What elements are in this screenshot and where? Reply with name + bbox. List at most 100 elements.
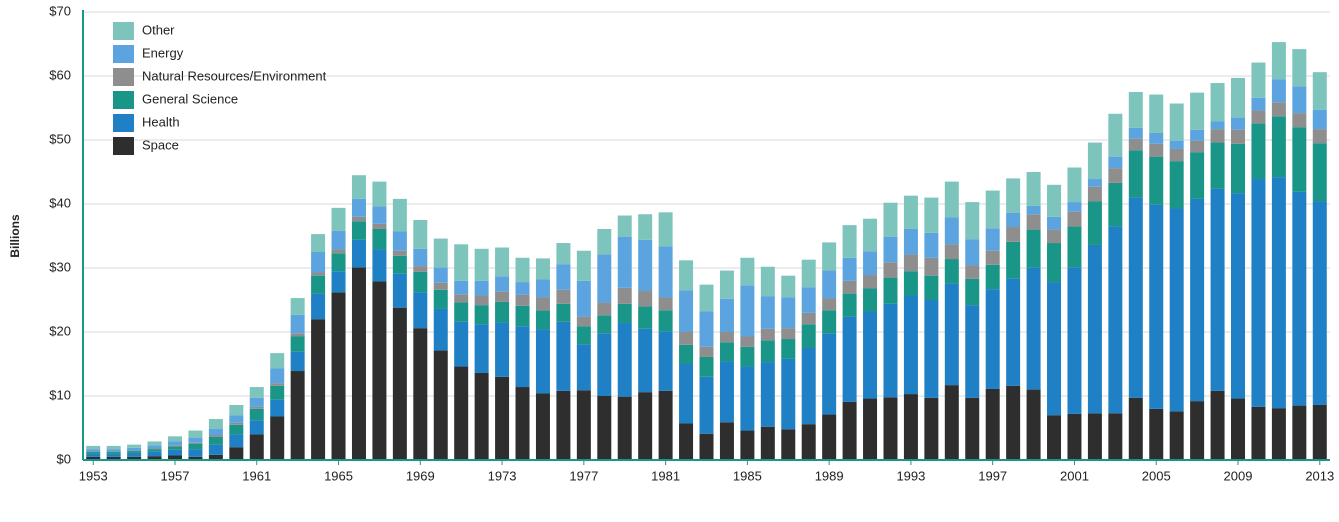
bar-segment (188, 442, 203, 444)
bar-segment (229, 404, 244, 416)
bar-segment (985, 228, 1000, 251)
bar-segment (822, 310, 837, 334)
bar-segment (944, 244, 959, 260)
bar-segment (515, 257, 530, 283)
bar-segment (433, 350, 448, 460)
bar-segment (1149, 94, 1164, 133)
bar-segment (1087, 201, 1102, 245)
bar-segment (719, 298, 734, 332)
bar-segment (229, 424, 244, 435)
bar-segment (474, 248, 489, 281)
bar-segment (883, 262, 898, 278)
bar-segment (740, 285, 755, 337)
bar-segment (863, 275, 878, 289)
bar-segment (454, 366, 469, 460)
bar-segment (249, 387, 264, 398)
bar-segment (515, 305, 530, 327)
bar-segment (372, 223, 387, 229)
legend-swatch (113, 137, 134, 155)
bar-segment (883, 202, 898, 237)
bar-segment (331, 292, 346, 460)
bar-segment (617, 323, 632, 397)
bar-segment (535, 393, 550, 460)
bar-segment (311, 252, 326, 273)
bar-segment (474, 305, 489, 325)
bar-segment (576, 280, 591, 317)
bar-segment (679, 423, 694, 460)
bar-segment (1169, 140, 1184, 149)
bar-segment (965, 265, 980, 279)
bar-segment (658, 297, 673, 311)
bar-segment (147, 449, 162, 452)
bar-segment (556, 390, 571, 460)
bar-segment (719, 422, 734, 460)
bar-segment (208, 436, 223, 445)
bar-segment (903, 254, 918, 272)
bar-segment (351, 221, 366, 240)
bar-segment (883, 303, 898, 398)
bar-segment (1169, 208, 1184, 412)
bar-segment (1231, 117, 1246, 130)
bar-segment (638, 214, 653, 240)
bar-segment (1047, 229, 1062, 244)
bar-segment (985, 190, 1000, 229)
bar-segment (781, 429, 796, 460)
legend-label: Energy (142, 45, 184, 60)
bar-segment (351, 198, 366, 217)
legend-swatch (113, 114, 134, 132)
bar-segment (965, 305, 980, 398)
bar-segment (1251, 62, 1266, 98)
bar-segment (1210, 83, 1225, 122)
bar-segment (249, 434, 264, 460)
bar-segment (1292, 49, 1307, 87)
bar-segment (106, 453, 121, 457)
bar-segment (1190, 92, 1205, 130)
bar-segment (801, 424, 816, 460)
bar-segment (1006, 385, 1021, 460)
bar-segment (474, 280, 489, 296)
bar-segment (1128, 138, 1143, 151)
bar-segment (617, 287, 632, 304)
bar-segment (944, 283, 959, 386)
bar-segment (658, 212, 673, 247)
bar-segment (781, 275, 796, 298)
bar-segment (127, 444, 142, 448)
bar-segment (433, 282, 448, 290)
bar-segment (1026, 214, 1041, 230)
bar-segment (229, 447, 244, 460)
bar-segment (801, 312, 816, 325)
bar-segment (249, 408, 264, 421)
bar-segment (1087, 142, 1102, 180)
bar-segment (454, 294, 469, 303)
bar-segment (229, 422, 244, 425)
bar-segment (229, 415, 244, 423)
bar-segment (1149, 143, 1164, 157)
bar-segment (515, 387, 530, 460)
bar-segment (1210, 142, 1225, 189)
bar-segment (842, 257, 857, 281)
bar-segment (822, 298, 837, 311)
bar-segment (883, 236, 898, 263)
bar-segment (1312, 404, 1327, 460)
bar-segment (556, 303, 571, 322)
bar-segment (903, 195, 918, 229)
bar-segment (883, 397, 898, 460)
bar-segment (658, 310, 673, 332)
bar-segment (454, 280, 469, 295)
bar-segment (188, 430, 203, 438)
bar-segment (658, 246, 673, 298)
bar-segment (495, 301, 510, 323)
legend-swatch (113, 68, 134, 86)
bar-segment (801, 348, 816, 425)
bar-segment (188, 444, 203, 450)
y-tick-label: $70 (49, 3, 71, 18)
bar-segment (1087, 413, 1102, 460)
bar-segment (924, 232, 939, 258)
bar-segment (433, 289, 448, 309)
bar-segment (249, 397, 264, 407)
bar-segment (1271, 116, 1286, 178)
bar-segment (903, 228, 918, 255)
bar-segment (392, 250, 407, 256)
bar-segment (740, 366, 755, 431)
bar-segment (597, 396, 612, 460)
